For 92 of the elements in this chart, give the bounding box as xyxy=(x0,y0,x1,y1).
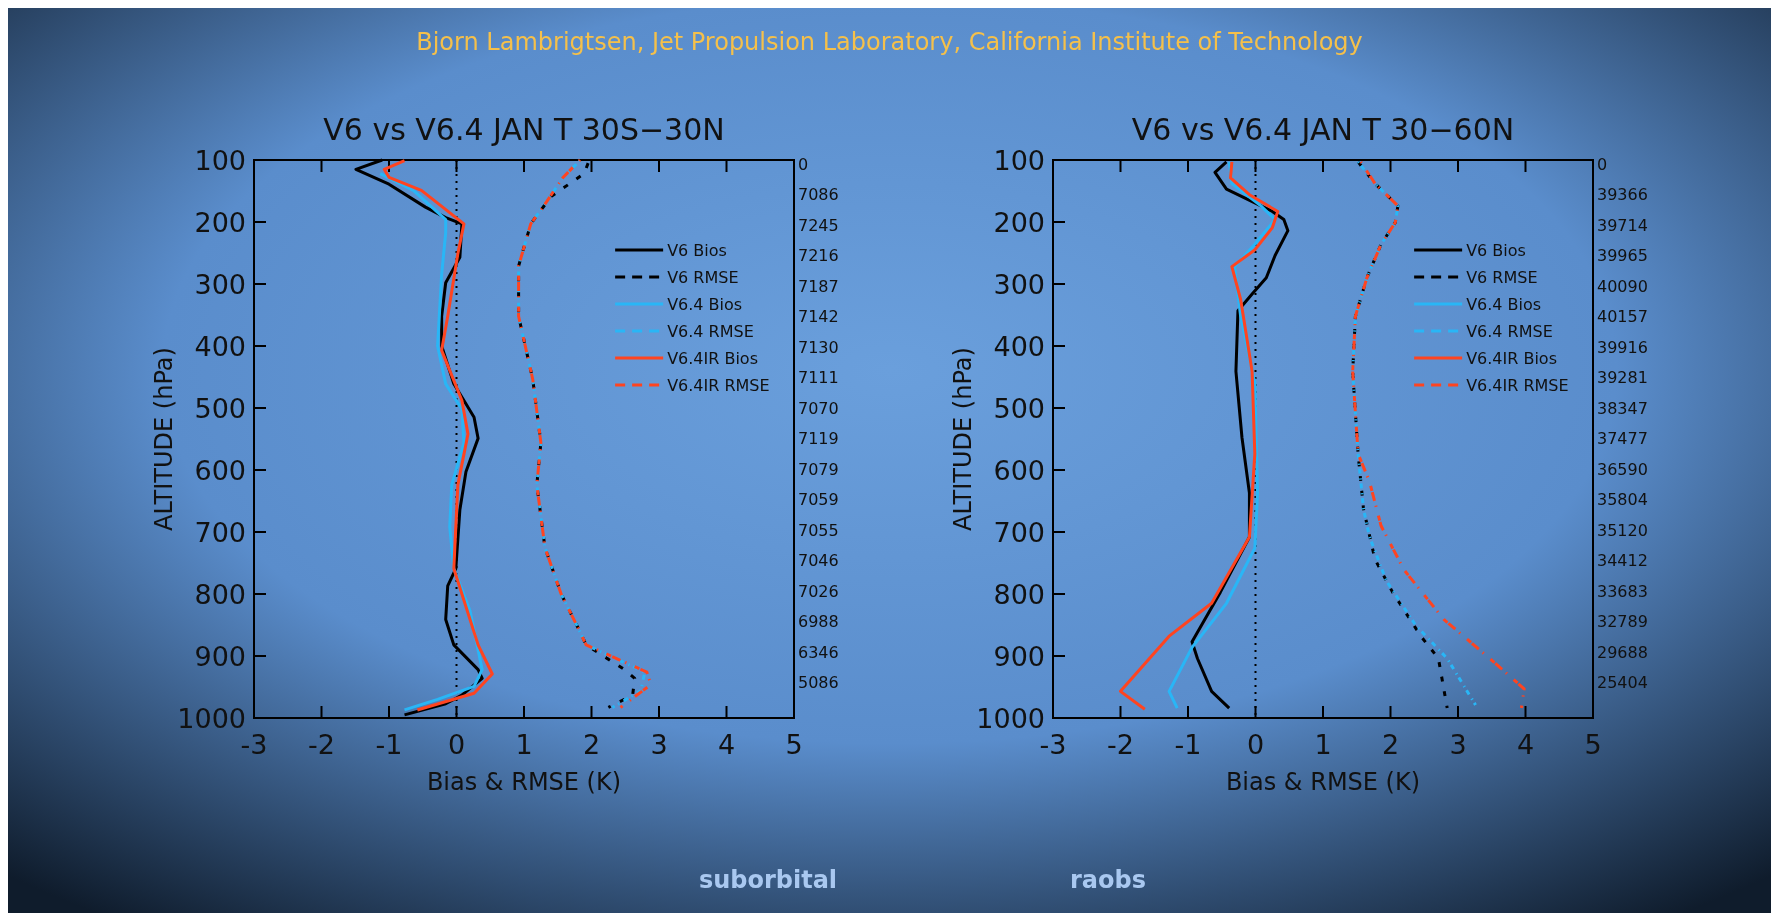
legend-label: V6.4IR RMSE xyxy=(667,376,770,395)
legend-label: V6.4IR RMSE xyxy=(1466,376,1569,395)
text: raobs xyxy=(1070,866,1146,894)
text: 7216 xyxy=(798,246,839,266)
y-tick-label: 700 xyxy=(993,517,1045,548)
text: 37477 xyxy=(1597,429,1648,449)
text: 36590 xyxy=(1597,459,1648,479)
y-tick-label: 600 xyxy=(194,455,246,486)
text: 7119 xyxy=(798,429,839,449)
legend-label: V6 Bios xyxy=(667,241,727,260)
text: 39916 xyxy=(1597,337,1648,357)
y-tick-label: 800 xyxy=(993,579,1045,610)
text: 7046 xyxy=(798,551,839,571)
legend-label: V6 RMSE xyxy=(667,268,739,287)
legend-label: V6.4 Bios xyxy=(1466,295,1542,314)
text: 7086 xyxy=(798,185,839,205)
legend-label: V6.4 Bios xyxy=(667,295,743,314)
y-tick-label: 100 xyxy=(993,145,1045,176)
y-tick-label: 900 xyxy=(194,641,246,672)
text: 7187 xyxy=(798,276,839,296)
text: Bjorn Lambrigtsen, Jet Propulsion Laboratory, California Institute of Technology xyxy=(416,28,1363,56)
text: 7070 xyxy=(798,398,839,418)
text: 25404 xyxy=(1597,673,1648,692)
y-tick-label: 400 xyxy=(194,331,246,362)
x-tick-label: 4 xyxy=(717,729,736,760)
y-tick-label: 200 xyxy=(993,207,1045,238)
text: 32789 xyxy=(1597,612,1648,632)
text: 7079 xyxy=(798,459,839,479)
text: 35804 xyxy=(1597,490,1648,510)
y-tick-label: 500 xyxy=(194,393,246,424)
text: 6346 xyxy=(798,642,839,662)
text: 38347 xyxy=(1597,398,1648,418)
x-tick-label: 2 xyxy=(582,729,601,760)
chart-title: V6 vs V6.4 JAN T 30−60N xyxy=(1131,112,1515,147)
x-tick-label: -1 xyxy=(1174,729,1202,760)
x-tick-label: 3 xyxy=(650,729,668,760)
text: 7142 xyxy=(798,307,839,327)
x-tick-label: 2 xyxy=(1381,729,1400,760)
text: 29688 xyxy=(1597,642,1648,662)
text: 39714 xyxy=(1597,215,1648,235)
chart-title: V6 vs V6.4 JAN T 30S−30N xyxy=(323,112,725,147)
text: suborbital xyxy=(698,866,838,894)
text: 40090 xyxy=(1597,276,1648,296)
text: 39965 xyxy=(1597,246,1648,266)
text: 7026 xyxy=(798,581,839,601)
y-tick-label: 500 xyxy=(993,393,1045,424)
y-tick-label: 200 xyxy=(194,207,246,238)
text: 6988 xyxy=(798,612,839,632)
text: 7111 xyxy=(798,368,839,388)
x-tick-label: 1 xyxy=(515,729,533,760)
legend-label: V6.4 RMSE xyxy=(667,322,754,341)
x-tick-label: 4 xyxy=(1516,729,1535,760)
legend-label: V6.4IR Bios xyxy=(1466,349,1557,368)
x-tick-label: 0 xyxy=(1246,729,1265,760)
text: 39281 xyxy=(1597,368,1648,388)
y-axis-title: ALTITUDE (hPa) xyxy=(150,347,178,531)
line-series xyxy=(1119,160,1280,711)
y-tick-label: 800 xyxy=(194,579,246,610)
text: 0 xyxy=(798,155,809,174)
text: 7130 xyxy=(798,337,839,357)
y-tick-label: 100 xyxy=(194,145,246,176)
x-tick-label: -1 xyxy=(375,729,403,760)
x-tick-label: 3 xyxy=(1449,729,1467,760)
text: 33683 xyxy=(1597,581,1648,601)
x-tick-label: 5 xyxy=(1584,729,1602,760)
y-tick-label: 400 xyxy=(993,331,1045,362)
text: 7055 xyxy=(798,520,839,540)
text: 34412 xyxy=(1597,551,1648,571)
text: 7059 xyxy=(798,490,839,510)
text: 0 xyxy=(1597,155,1608,174)
x-tick-label: 0 xyxy=(447,729,466,760)
x-tick-label: 5 xyxy=(785,729,803,760)
legend-label: V6.4IR Bios xyxy=(667,349,758,368)
x-tick-label: -2 xyxy=(308,729,335,760)
y-tick-label: 300 xyxy=(194,269,246,300)
y-tick-label: 700 xyxy=(194,517,246,548)
legend-label: V6.4 RMSE xyxy=(1466,322,1553,341)
y-axis-title: ALTITUDE (hPa) xyxy=(949,347,977,531)
text: 39366 xyxy=(1597,185,1648,205)
x-axis-title: Bias & RMSE (K) xyxy=(1225,768,1421,796)
text: 5086 xyxy=(798,673,839,692)
y-tick-label: 900 xyxy=(993,641,1045,672)
legend-label: V6 Bios xyxy=(1466,241,1526,260)
text: 35120 xyxy=(1597,520,1648,540)
text: 40157 xyxy=(1597,307,1648,327)
legend-label: V6 RMSE xyxy=(1466,268,1538,287)
y-tick-label: 300 xyxy=(993,269,1045,300)
x-axis-title: Bias & RMSE (K) xyxy=(426,768,622,796)
x-tick-label: -2 xyxy=(1107,729,1134,760)
y-tick-label: 600 xyxy=(993,455,1045,486)
x-tick-label: 1 xyxy=(1314,729,1332,760)
text: 7245 xyxy=(798,215,839,235)
